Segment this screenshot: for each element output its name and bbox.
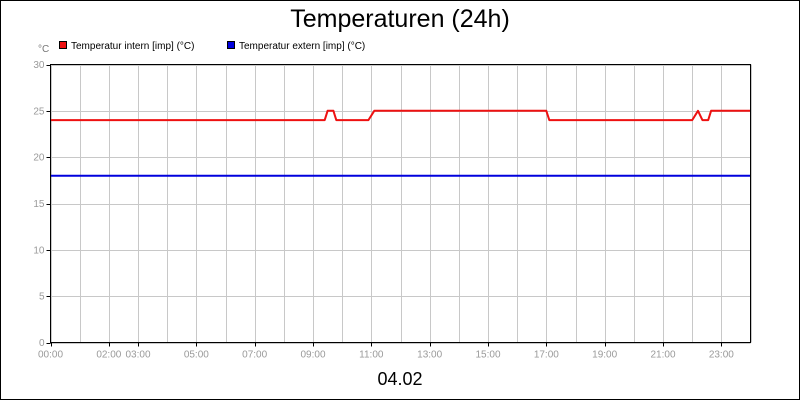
series-line-0 bbox=[50, 109, 751, 122]
legend: Temperatur intern [imp] (°C) Temperatur e… bbox=[59, 41, 365, 52]
x-tick-label-6: 11:00 bbox=[359, 350, 384, 361]
date-label: 04.02 bbox=[377, 369, 422, 389]
series-lines bbox=[50, 109, 751, 177]
legend-swatch-1 bbox=[227, 41, 235, 49]
x-tick-label-5: 09:00 bbox=[300, 350, 325, 361]
y-tick-label-3: 15 bbox=[33, 199, 45, 210]
x-tick-label-4: 07:00 bbox=[242, 350, 267, 361]
x-tick-label-0: 00:00 bbox=[38, 350, 63, 361]
x-tick-label-2: 03:00 bbox=[125, 350, 150, 361]
y-tick-label-6: 30 bbox=[33, 60, 45, 71]
x-axis-ticks: 00:00 02:00 03:00 05:00 07:00 09:00 11:00 13:00… bbox=[38, 342, 734, 361]
legend-swatch-0 bbox=[59, 41, 67, 49]
x-tick-label-7: 13:00 bbox=[417, 350, 442, 361]
plot-area bbox=[50, 64, 751, 343]
x-tick-label-10: 19:00 bbox=[592, 350, 617, 361]
x-tick-label-9: 17:00 bbox=[534, 350, 559, 361]
legend-label-1: Temperatur extern [imp] (°C) bbox=[239, 41, 365, 52]
x-tick-label-8: 15:00 bbox=[475, 350, 500, 361]
y-tick-label-5: 25 bbox=[33, 106, 45, 117]
grid-lines bbox=[50, 64, 752, 344]
y-tick-label-4: 20 bbox=[33, 153, 45, 164]
x-tick-label-11: 21:00 bbox=[650, 350, 675, 361]
y-tick-label-2: 10 bbox=[33, 245, 45, 256]
y-axis-ticks: 0 5 10 15 20 25 30 bbox=[33, 60, 51, 349]
legend-label-0: Temperatur intern [imp] (°C) bbox=[71, 41, 194, 52]
y-tick-label-1: 5 bbox=[39, 292, 45, 303]
y-axis-unit: °C bbox=[38, 44, 49, 55]
chart-title: Temperaturen (24h) bbox=[290, 5, 510, 33]
y-tick-label-0: 0 bbox=[39, 338, 45, 349]
x-tick-label-3: 05:00 bbox=[184, 350, 209, 361]
x-tick-label-1: 02:00 bbox=[96, 350, 121, 361]
x-tick-label-12: 23:00 bbox=[709, 350, 734, 361]
